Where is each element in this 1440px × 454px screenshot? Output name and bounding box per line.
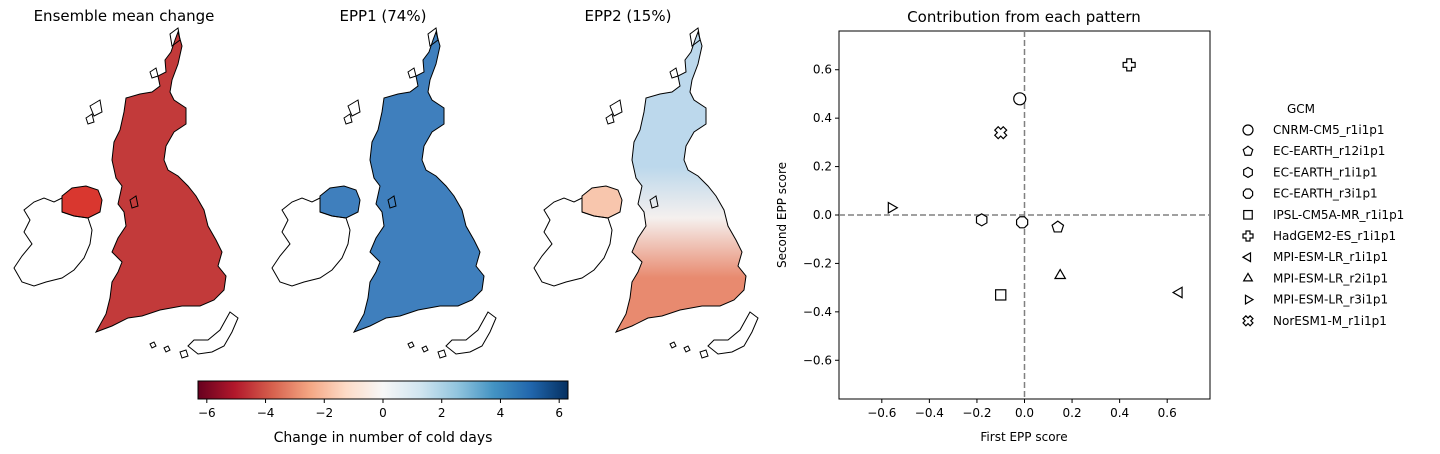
legend-marker-x-filled — [1242, 315, 1254, 327]
x-axis-ticks: −0.6 −0.4 −0.2 0.0 0.2 0.4 0.6 — [867, 399, 1177, 420]
colorbar-tick-label: 4 — [497, 406, 505, 420]
colorbar-tick-label: 6 — [555, 406, 563, 420]
reference-lines — [839, 31, 1210, 399]
y-tick-label: 0.2 — [813, 160, 832, 174]
x-tick-label: 0.6 — [1158, 406, 1177, 420]
legend-marker-circle — [1242, 124, 1254, 136]
x-tick-label: 0.2 — [1063, 406, 1082, 420]
scatter-point-triangle-right — [887, 201, 899, 214]
legend-label: MPI-ESM-LR_r3i1p1 — [1273, 293, 1388, 307]
legend-label: EC-EARTH_r1i1p1 — [1273, 165, 1378, 179]
y-tick-label: 0.6 — [813, 63, 832, 77]
y-tick-label: −0.2 — [803, 256, 832, 270]
legend-label: MPI-ESM-LR_r2i1p1 — [1273, 271, 1388, 285]
scatter-point-x-filled — [993, 125, 1008, 140]
legend-marker-square — [1243, 209, 1253, 220]
colorbar-tick-label: 2 — [438, 406, 446, 420]
colorbar-tick-label: 0 — [379, 406, 387, 420]
x-tick-label: 0.0 — [1015, 406, 1034, 420]
legend-marker-plus — [1242, 230, 1254, 242]
legend-marker-octagon — [1242, 188, 1254, 199]
x-tick-label: 0.4 — [1110, 406, 1129, 420]
legend-marker-pentagon — [1242, 145, 1254, 156]
x-tick-label: −0.2 — [962, 406, 991, 420]
legend-marker-triangle-right — [1244, 294, 1255, 305]
colorbar-label: Change in number of cold days — [274, 430, 493, 446]
legend-label: EC-EARTH_r3i1p1 — [1273, 187, 1378, 201]
legend-marker-triangle-left — [1241, 251, 1252, 263]
y-tick-label: 0.4 — [813, 111, 832, 125]
colorbar-tick-label: −4 — [257, 406, 275, 420]
x-tick-label: −0.4 — [915, 406, 944, 420]
y-axis-label: Second EPP score — [775, 162, 789, 268]
legend-title: GCM — [1287, 102, 1315, 116]
y-tick-label: −0.4 — [803, 305, 832, 319]
legend: GCM CNRM-CM5_r1i1p1 EC-EARTH_r12i1p1 EC-EA… — [1241, 102, 1404, 328]
colorbar-ticks: −6 −4 −2 0 2 4 6 — [198, 399, 563, 420]
legend-label: CNRM-CM5_r1i1p1 — [1273, 123, 1385, 137]
scatter-point-hexagon — [975, 213, 988, 227]
colorbar-tick-label: −2 — [315, 406, 333, 420]
map2-title: EPP1 (74%) — [339, 7, 427, 25]
map3-title: EPP2 (15%) — [584, 7, 672, 25]
chart-title: Contribution from each pattern — [907, 8, 1141, 26]
x-tick-label: −0.6 — [867, 406, 896, 420]
scatter-points — [887, 58, 1183, 301]
legend-marker-triangle-up — [1242, 272, 1254, 282]
legend-label: EC-EARTH_r12i1p1 — [1273, 144, 1385, 158]
y-axis-ticks: 0.6 0.4 0.2 0.0 −0.2 −0.4 −0.6 — [803, 63, 839, 367]
x-axis-label: First EPP score — [980, 430, 1067, 444]
y-tick-label: 0.0 — [813, 208, 832, 222]
scatter-point-plus — [1122, 58, 1136, 72]
legend-label: NorESM1-M_r1i1p1 — [1273, 314, 1387, 328]
scatter-point-square — [995, 289, 1007, 301]
scatter-point-triangle-left — [1171, 286, 1183, 299]
scatter-point-circle — [1013, 92, 1027, 106]
scatter-point-octagon — [1015, 216, 1029, 229]
legend-label: MPI-ESM-LR_r1i1p1 — [1273, 250, 1388, 264]
map1-title: Ensemble mean change — [33, 7, 215, 25]
colorbar: −6 −4 −2 0 2 4 6 Change in number of cold days — [197, 380, 569, 446]
scatter-point-triangle-up — [1053, 268, 1067, 280]
y-tick-label: −0.6 — [803, 353, 832, 367]
colorbar-tick-label: −6 — [198, 406, 216, 420]
legend-marker-hexagon — [1243, 166, 1253, 179]
legend-label: HadGEM2-ES_r1i1p1 — [1273, 229, 1396, 243]
legend-label: IPSL-CM5A-MR_r1i1p1 — [1273, 208, 1404, 222]
scatter-point-pentagon — [1051, 220, 1065, 233]
